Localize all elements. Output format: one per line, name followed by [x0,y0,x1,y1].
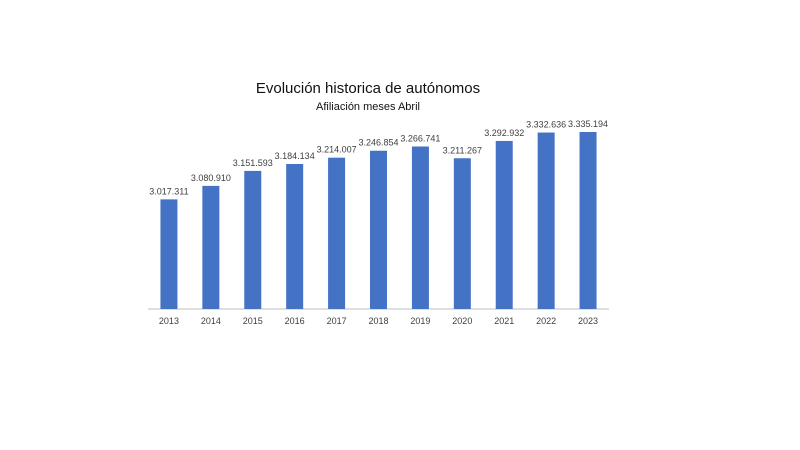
data-label-2017: 3.214.007 [317,145,357,155]
data-label-2022: 3.332.636 [526,120,566,130]
data-label-2023: 3.335.194 [568,119,608,129]
x-tick-label-2020: 2020 [452,316,472,326]
data-label-2018: 3.246.854 [358,138,398,148]
bar-2022 [537,132,555,309]
bar-2018 [370,150,387,309]
x-tick-label-2018: 2018 [368,316,388,326]
data-label-2021: 3.292.932 [484,128,524,138]
bar-2015 [244,170,262,309]
bar-2014 [202,185,220,309]
x-tick-label-2022: 2022 [536,316,556,326]
chart-title: Evolución historica de autónomos [255,80,481,97]
bar-2016 [286,164,304,309]
x-tick-label-2014: 2014 [201,316,221,326]
x-tick-label-2015: 2015 [243,316,263,326]
data-label-2016: 3.184.134 [275,151,315,161]
x-tick-label-2021: 2021 [494,316,514,326]
bar-2020 [453,158,471,309]
data-label-2013: 3.017.311 [149,186,188,196]
bar-2023 [579,132,597,309]
bar-2021 [495,140,513,309]
x-tick-label-2017: 2017 [327,316,347,326]
data-label-2020: 3.211.267 [443,145,482,155]
bar-2019 [411,146,429,309]
bar-2013 [160,199,178,309]
bar-2017 [328,157,346,309]
x-tick-label-2019: 2019 [410,316,430,326]
x-tick-label-2013: 2013 [159,316,179,326]
chart-subtitle: Afiliación meses Abril [316,101,420,113]
x-tick-label-2023: 2023 [578,316,598,326]
data-label-2015: 3.151.593 [233,158,273,168]
data-label-2019: 3.266.741 [400,134,440,144]
x-tick-label-2016: 2016 [285,316,305,326]
data-label-2014: 3.080.910 [191,173,231,183]
